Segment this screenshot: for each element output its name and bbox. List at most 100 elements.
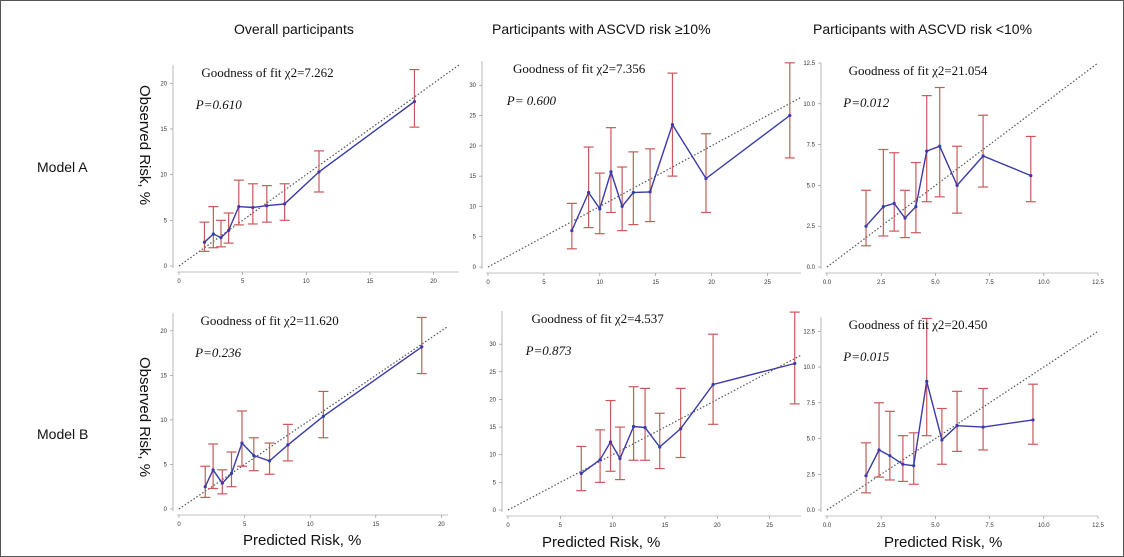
y-tick-label: 5 xyxy=(493,480,497,486)
data-point xyxy=(914,205,918,209)
data-point xyxy=(587,190,591,195)
row-label-model-a: Model A xyxy=(37,159,88,175)
reference-line xyxy=(826,330,1099,511)
data-point xyxy=(631,424,636,429)
y-tick-label: 5.0 xyxy=(807,183,816,189)
p-value-text: P=0.873 xyxy=(525,343,572,358)
observed-risk-line xyxy=(571,114,791,231)
y-tick-label: 10.0 xyxy=(803,365,815,371)
data-point xyxy=(620,204,624,209)
x-axis-label-overall: Predicted Risk, % xyxy=(243,532,362,549)
y-tick-label: 15 xyxy=(160,127,167,133)
y-tick-label: 0.0 xyxy=(807,265,816,271)
data-point xyxy=(670,123,675,127)
x-tick-label: 15 xyxy=(372,522,379,528)
x-tick-label: 0 xyxy=(177,279,181,285)
observed-risk-line xyxy=(204,100,415,243)
goodness-of-fit-text: Goodness of fit χ2=20.450 xyxy=(849,317,988,332)
y-tick-label: 7.5 xyxy=(807,143,816,149)
y-tick-label: 0 xyxy=(473,265,477,271)
x-tick-label: 7.5 xyxy=(985,523,994,529)
y-tick-label: 0.0 xyxy=(807,508,816,514)
y-tick-label: 15 xyxy=(160,373,167,379)
y-tick-label: 10.0 xyxy=(803,102,815,108)
x-tick-label: 7.5 xyxy=(985,280,994,286)
data-point xyxy=(940,438,944,442)
data-point xyxy=(912,464,916,468)
panel-r1-c2: 0.0 2.5 5.0 7.5 10.0 12.5 0.0 2.5 5.0 7.5 10.0 12.5… xyxy=(803,317,1104,529)
data-point xyxy=(925,149,929,153)
x-tick-label: 10 xyxy=(303,279,310,285)
data-point xyxy=(711,382,715,387)
data-point xyxy=(631,190,635,195)
x-tick-label: 15 xyxy=(662,523,669,529)
y-tick-label: 5 xyxy=(473,235,477,241)
reference-line xyxy=(178,325,449,510)
x-tick-label: 10 xyxy=(596,280,603,286)
observed-risk-line xyxy=(865,145,1032,227)
data-point xyxy=(704,176,708,181)
data-point xyxy=(925,379,929,383)
data-point xyxy=(202,240,207,244)
data-point xyxy=(864,224,868,228)
data-point xyxy=(955,424,959,428)
data-point xyxy=(981,425,985,429)
x-tick-label: 12.5 xyxy=(1092,523,1104,529)
data-point xyxy=(881,205,885,209)
data-point xyxy=(877,448,881,452)
data-point xyxy=(420,345,424,349)
column-title-ascvd-high: Participants with ASCVD risk ≥10% xyxy=(492,21,711,37)
x-tick-label: 20 xyxy=(714,523,721,529)
column-title-ascvd-low: Participants with ASCVD risk <10% xyxy=(813,21,1033,37)
x-axis-label-ascvd-high: Predicted Risk, % xyxy=(542,534,661,551)
x-tick-label: 10 xyxy=(307,522,314,528)
x-tick-label: 0 xyxy=(486,280,490,286)
goodness-of-fit-text: Goodness of fit χ2=7.356 xyxy=(513,61,646,76)
p-value-text: P= 0.600 xyxy=(506,93,557,108)
y-tick-label: 10 xyxy=(469,204,476,210)
y-tick-label: 2.5 xyxy=(807,472,816,478)
panel-r0-c1: 0 5 10 15 20 25 0 5 10 15 20 25 30 Goodness of fit χ2… xyxy=(469,61,802,286)
data-point xyxy=(283,202,287,206)
data-point xyxy=(211,232,215,236)
observed-risk-line xyxy=(865,381,1034,477)
y-tick-label: 25 xyxy=(469,114,476,120)
x-tick-label: 5 xyxy=(559,523,563,529)
x-tick-label: 20 xyxy=(438,522,445,528)
column-title-overall: Overall participants xyxy=(234,21,354,37)
data-point xyxy=(219,236,223,240)
reference-line xyxy=(507,354,802,511)
y-tick-label: 12.5 xyxy=(803,329,815,335)
data-point xyxy=(598,458,602,462)
data-point xyxy=(267,459,272,463)
y-tick-label: 2.5 xyxy=(807,224,816,230)
goodness-of-fit-text: Goodness of fit χ2=11.620 xyxy=(201,313,339,328)
observed-risk-line xyxy=(580,362,795,475)
panel-r0-c2: 0.0 2.5 5.0 7.5 10.0 12.5 0.0 2.5 5.0 7.5 10.0 12.5… xyxy=(803,61,1104,286)
data-point xyxy=(608,440,613,444)
data-point xyxy=(570,229,574,233)
y-tick-label: 10 xyxy=(160,173,167,179)
data-point xyxy=(251,205,255,210)
y-tick-label: 30 xyxy=(489,342,496,348)
x-tick-label: 2.5 xyxy=(877,280,886,286)
data-point xyxy=(321,414,325,418)
data-point xyxy=(901,462,905,466)
p-value-text: P=0.012 xyxy=(842,95,889,110)
data-point xyxy=(579,471,583,476)
y-tick-label: 7.5 xyxy=(807,401,816,407)
goodness-of-fit-text: Goodness of fit χ2=21.054 xyxy=(849,63,988,78)
data-point xyxy=(788,113,792,118)
goodness-of-fit-text: Goodness of fit χ2=7.262 xyxy=(201,65,333,80)
data-point xyxy=(609,170,613,174)
data-point xyxy=(679,427,683,431)
y-tick-label: 10 xyxy=(489,453,496,459)
y-tick-label: 15 xyxy=(469,174,476,180)
data-point xyxy=(1029,174,1033,178)
data-point xyxy=(229,471,234,475)
data-point xyxy=(892,201,896,205)
x-tick-label: 0.0 xyxy=(823,280,832,286)
y-tick-label: 0 xyxy=(164,507,168,513)
x-tick-label: 5.0 xyxy=(931,280,940,286)
